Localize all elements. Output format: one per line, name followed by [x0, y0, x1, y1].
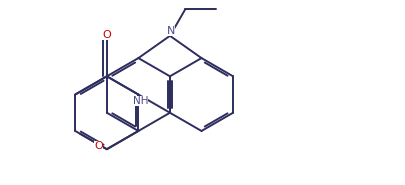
Text: NH: NH: [132, 96, 148, 106]
Text: O: O: [94, 141, 102, 151]
Text: O: O: [102, 30, 111, 40]
Text: N: N: [166, 26, 175, 36]
